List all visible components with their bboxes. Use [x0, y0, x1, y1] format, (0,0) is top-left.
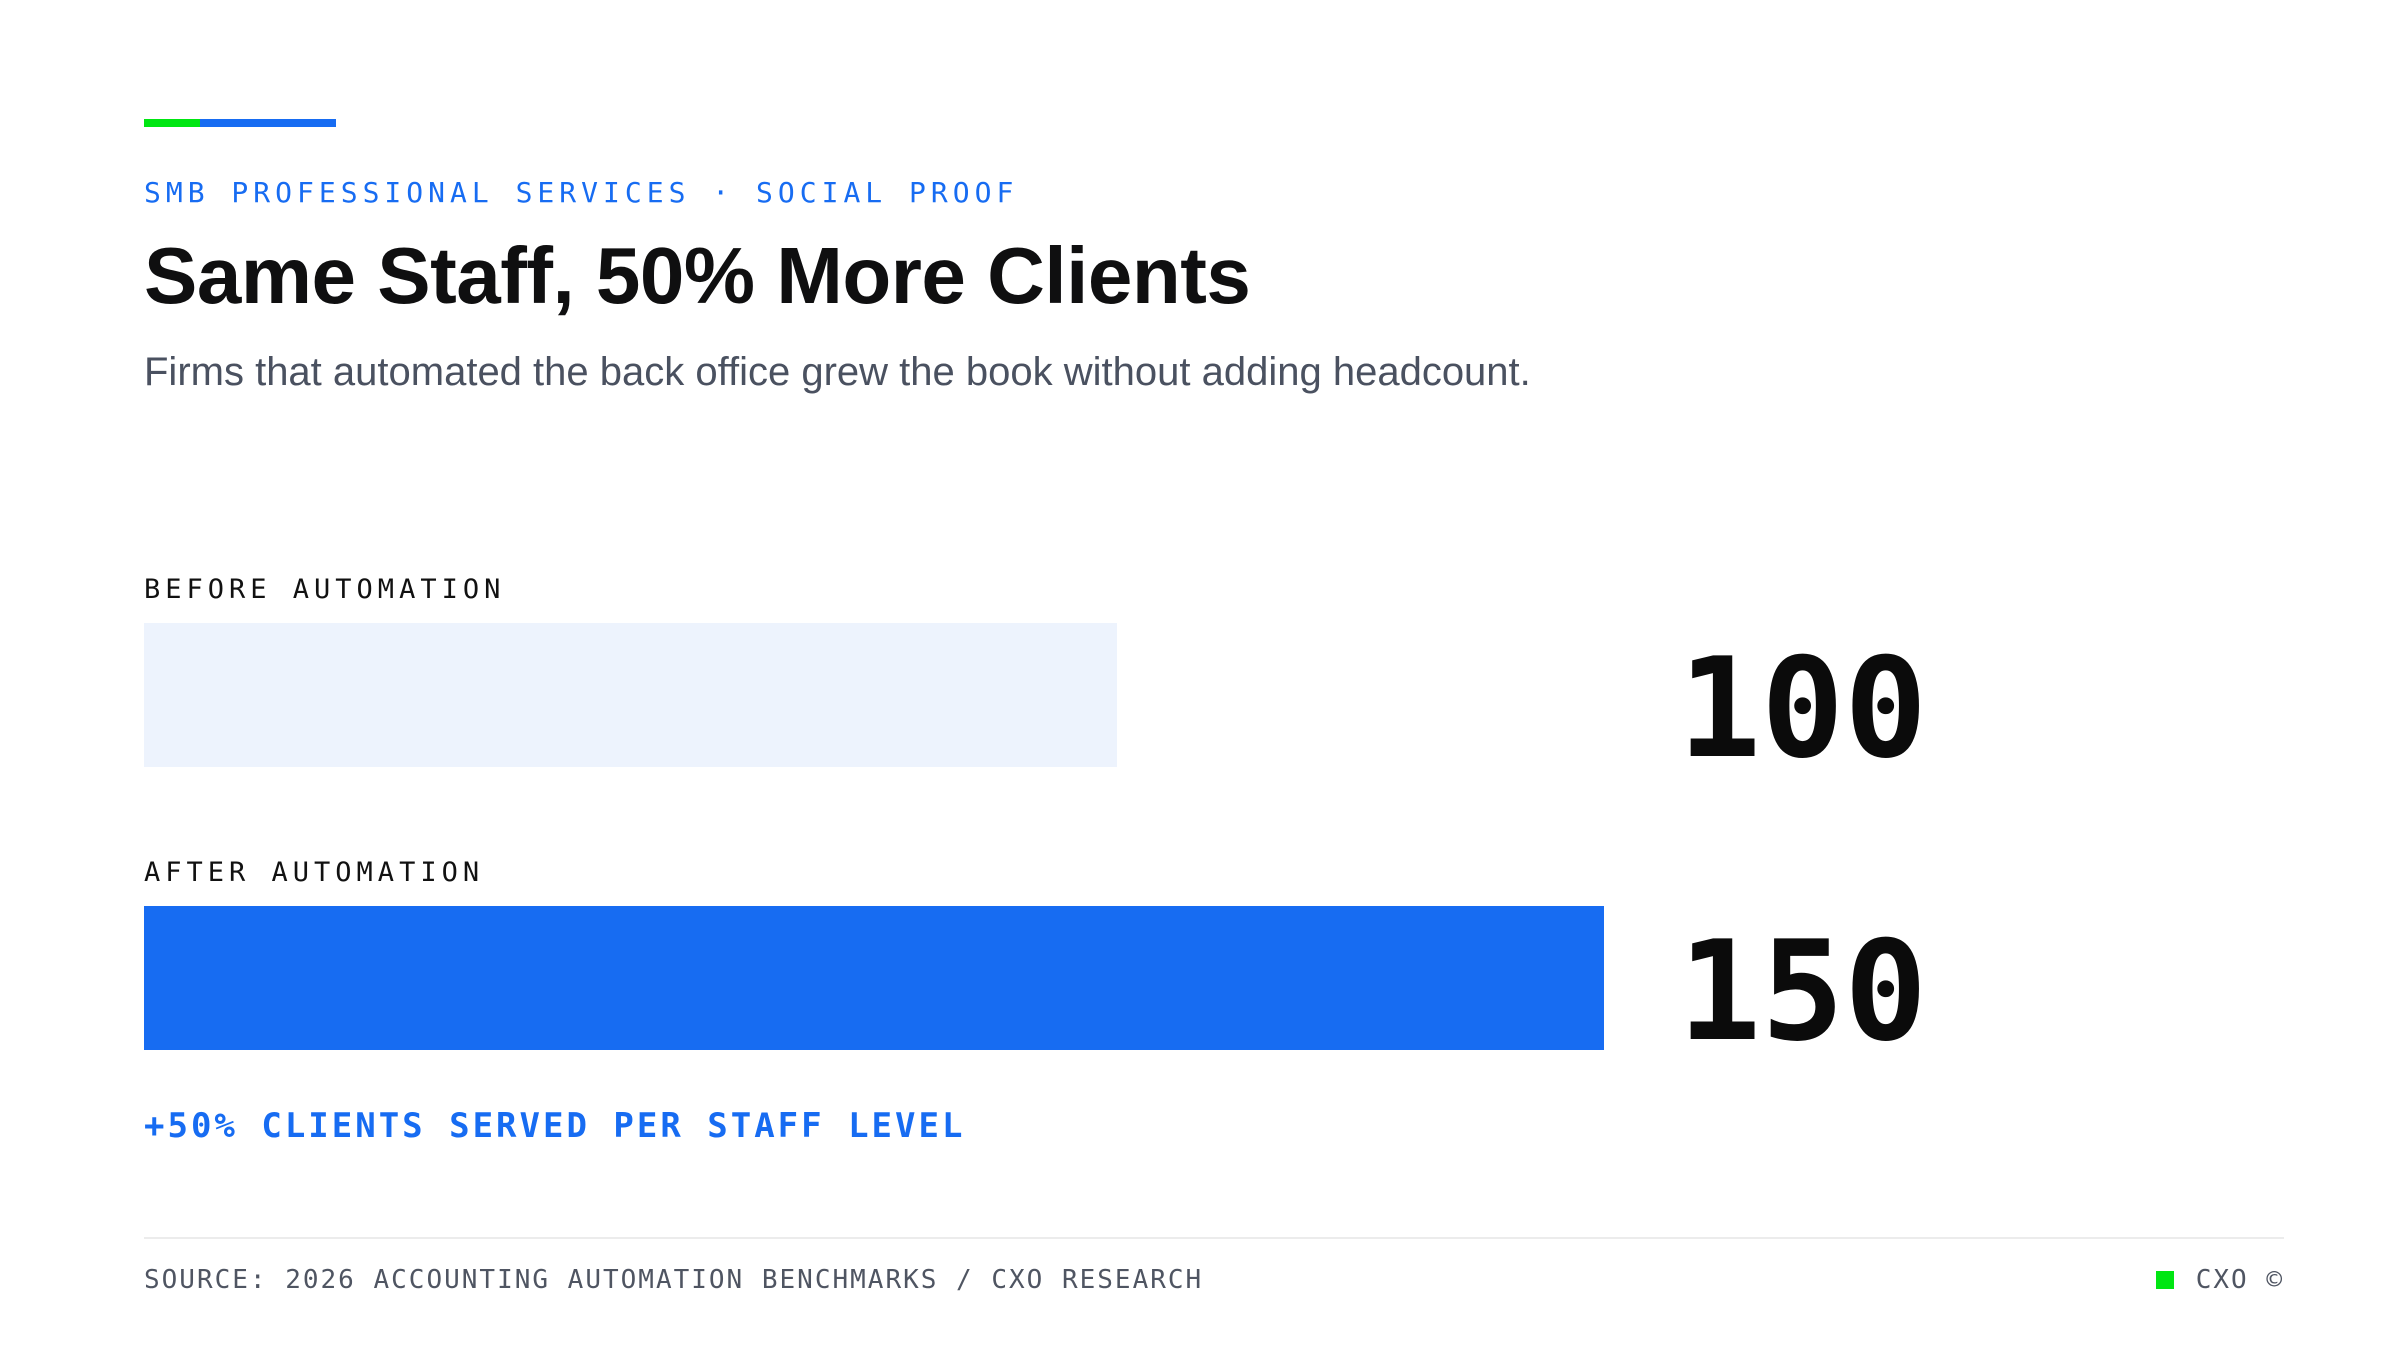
callout-annotation: +50% CLIENTS SERVED PER STAFF LEVEL: [144, 1106, 966, 1146]
brand-mark: CXO ©: [2155, 1265, 2284, 1295]
source-note: SOURCE: 2026 ACCOUNTING AUTOMATION BENCH…: [144, 1265, 1204, 1295]
brand-square-icon: [2155, 1271, 2174, 1289]
eyebrow-label: SMB PROFESSIONAL SERVICES · SOCIAL PROOF: [144, 176, 1019, 209]
accent-line-green: [144, 119, 200, 127]
data-label-before: 100: [1678, 628, 1928, 789]
chart-title: Same Staff, 50% More Clients: [144, 231, 1251, 320]
category-label-before: BEFORE AUTOMATION: [144, 574, 506, 605]
bar-before-automation: [144, 623, 1117, 767]
bar-track-before: [144, 623, 1604, 767]
data-label-after: 150: [1678, 911, 1928, 1072]
accent-line: [144, 119, 336, 127]
bar-track-after: [144, 906, 1604, 1050]
brand-label: CXO ©: [2195, 1265, 2284, 1295]
chart-subtitle: Firms that automated the back office gre…: [144, 350, 1531, 394]
bar-after-automation: [144, 906, 1604, 1050]
footer-divider: [144, 1237, 2284, 1239]
accent-line-blue: [200, 119, 336, 127]
category-label-after: AFTER AUTOMATION: [144, 857, 485, 888]
